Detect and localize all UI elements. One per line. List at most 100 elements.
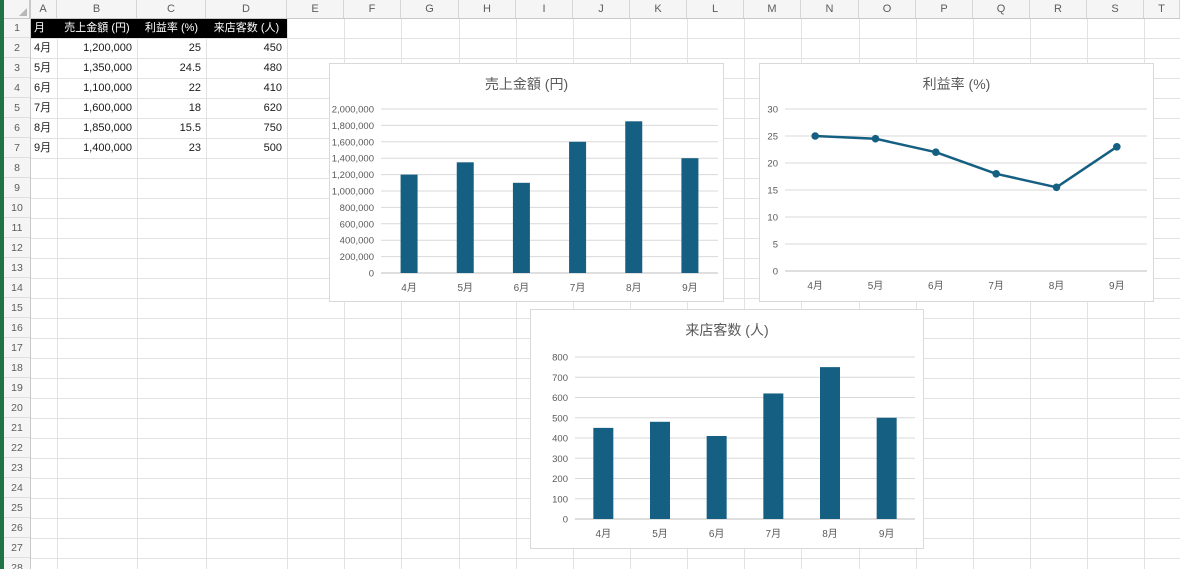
row-header-20[interactable]: 20 <box>4 398 30 418</box>
column-header-i[interactable]: I <box>516 0 573 18</box>
row-header-13[interactable]: 13 <box>4 258 30 278</box>
sheet-gridline-horizontal <box>4 38 1180 39</box>
row-header-4[interactable]: 4 <box>4 78 30 98</box>
row-header-25[interactable]: 25 <box>4 498 30 518</box>
row-header-24[interactable]: 24 <box>4 478 30 498</box>
row-header-23[interactable]: 23 <box>4 458 30 478</box>
row-header-19[interactable]: 19 <box>4 378 30 398</box>
row-header-9[interactable]: 9 <box>4 178 30 198</box>
x-category-label: 5月 <box>457 282 473 294</box>
table-header-cell[interactable]: 利益率 (%) <box>144 22 199 34</box>
table-cell[interactable]: 1,850,000 <box>83 122 132 134</box>
table-cell[interactable]: 1,100,000 <box>83 82 132 94</box>
y-tick-label: 5 <box>773 240 778 251</box>
chart-plot-area: 0 100 200 300 400 500 600 700 800 4月 5月 6月 7月 8月 9月 <box>552 353 915 540</box>
select-all-triangle-icon <box>19 8 27 16</box>
row-header-22[interactable]: 22 <box>4 438 30 458</box>
table-header-cell[interactable]: 来店客数 (人) <box>213 22 280 34</box>
table-cell[interactable]: 9月 <box>34 142 52 154</box>
table-cell[interactable]: 6月 <box>34 82 52 94</box>
row-header-10[interactable]: 10 <box>4 198 30 218</box>
x-category-label: 6月 <box>709 528 725 540</box>
table-header-cell[interactable]: 月 <box>34 22 45 34</box>
column-header-q[interactable]: Q <box>973 0 1030 18</box>
row-header-6[interactable]: 6 <box>4 118 30 138</box>
table-cell[interactable]: 480 <box>263 62 282 74</box>
select-all-corner[interactable] <box>4 0 30 18</box>
column-header-l[interactable]: L <box>687 0 744 18</box>
table-cell[interactable]: 18 <box>188 102 201 114</box>
table-cell[interactable]: 4月 <box>34 42 52 54</box>
row-header-15[interactable]: 15 <box>4 298 30 318</box>
x-category-label: 5月 <box>652 528 668 540</box>
table-cell[interactable]: 7月 <box>34 102 52 114</box>
column-header-j[interactable]: J <box>573 0 630 18</box>
line-marker <box>1052 183 1061 192</box>
row-header-1[interactable]: 1 <box>4 18 30 38</box>
row-header-7[interactable]: 7 <box>4 138 30 158</box>
row-header-21[interactable]: 21 <box>4 418 30 438</box>
column-header-g[interactable]: G <box>401 0 459 18</box>
column-header-e[interactable]: E <box>287 0 344 18</box>
row-header-11[interactable]: 11 <box>4 218 30 238</box>
x-category-label: 5月 <box>868 280 884 292</box>
column-header-m[interactable]: M <box>744 0 801 18</box>
column-header-c[interactable]: C <box>137 0 206 18</box>
column-header-t[interactable]: T <box>1144 0 1180 18</box>
row-header-17[interactable]: 17 <box>4 338 30 358</box>
table-cell[interactable]: 15.5 <box>179 122 201 134</box>
row-header-8[interactable]: 8 <box>4 158 30 178</box>
row-header-14[interactable]: 14 <box>4 278 30 298</box>
table-cell[interactable]: 450 <box>263 42 282 54</box>
row-header-5[interactable]: 5 <box>4 98 30 118</box>
table-cell[interactable]: 5月 <box>34 62 52 74</box>
column-header-k[interactable]: K <box>630 0 687 18</box>
chart-sales-amount[interactable]: 売上金額 (円) 0 200,000 400,000 600,000 800,000 1,… <box>329 63 724 302</box>
table-cell[interactable]: 410 <box>263 82 282 94</box>
table-cell[interactable]: 24.5 <box>179 62 201 74</box>
row-header-18[interactable]: 18 <box>4 358 30 378</box>
x-category-label: 9月 <box>1109 280 1125 292</box>
column-header-n[interactable]: N <box>801 0 859 18</box>
column-header-a[interactable]: A <box>30 0 57 18</box>
sheet-gridline-vertical <box>744 18 745 569</box>
row-header-12[interactable]: 12 <box>4 238 30 258</box>
column-header-h[interactable]: H <box>459 0 516 18</box>
table-cell[interactable]: 23 <box>188 142 201 154</box>
row-header-27[interactable]: 27 <box>4 538 30 558</box>
row-header-2[interactable]: 2 <box>4 38 30 58</box>
row-header-3[interactable]: 3 <box>4 58 30 78</box>
table-cell[interactable]: 1,600,000 <box>83 102 132 114</box>
row-header-16[interactable]: 16 <box>4 318 30 338</box>
table-cell[interactable]: 500 <box>263 142 282 154</box>
column-header-d[interactable]: D <box>206 0 287 18</box>
row-header-28[interactable]: 28 <box>4 558 30 569</box>
table-cell[interactable]: 1,350,000 <box>83 62 132 74</box>
bar-series-point <box>681 158 699 273</box>
chart-profit-rate[interactable]: 利益率 (%) 0 5 10 15 20 25 30 4月 5月 6月 7月 8月 9月 <box>759 63 1154 302</box>
sheet-gridline-vertical <box>57 18 58 569</box>
column-header-b[interactable]: B <box>57 0 137 18</box>
column-header-r[interactable]: R <box>1030 0 1087 18</box>
table-cell[interactable]: 1,200,000 <box>83 42 132 54</box>
chart-plot-area: 0 5 10 15 20 25 30 4月 5月 6月 7月 8月 9月 <box>767 105 1147 292</box>
y-tick-label: 0 <box>563 515 568 526</box>
table-cell[interactable]: 22 <box>188 82 201 94</box>
column-header-p[interactable]: P <box>916 0 973 18</box>
column-header-o[interactable]: O <box>859 0 916 18</box>
table-cell[interactable]: 750 <box>263 122 282 134</box>
line-marker <box>1113 143 1121 151</box>
table-cell[interactable]: 620 <box>263 102 282 114</box>
x-category-label: 4月 <box>807 280 823 292</box>
table-header-cell[interactable]: 売上金額 (円) <box>64 22 130 34</box>
table-cell[interactable]: 8月 <box>34 122 52 134</box>
column-header-s[interactable]: S <box>1087 0 1144 18</box>
table-cell[interactable]: 25 <box>188 42 201 54</box>
table-cell[interactable]: 1,400,000 <box>83 142 132 154</box>
sheet-gridline-vertical <box>137 18 138 569</box>
column-header-f[interactable]: F <box>344 0 401 18</box>
bar-series-point <box>593 427 614 519</box>
row-header-26[interactable]: 26 <box>4 518 30 538</box>
chart-customer-count[interactable]: 来店客数 (人) 0 100 200 300 400 500 600 700 800 4月 5月 6月… <box>530 309 924 549</box>
y-tick-label: 200,000 <box>340 252 374 263</box>
